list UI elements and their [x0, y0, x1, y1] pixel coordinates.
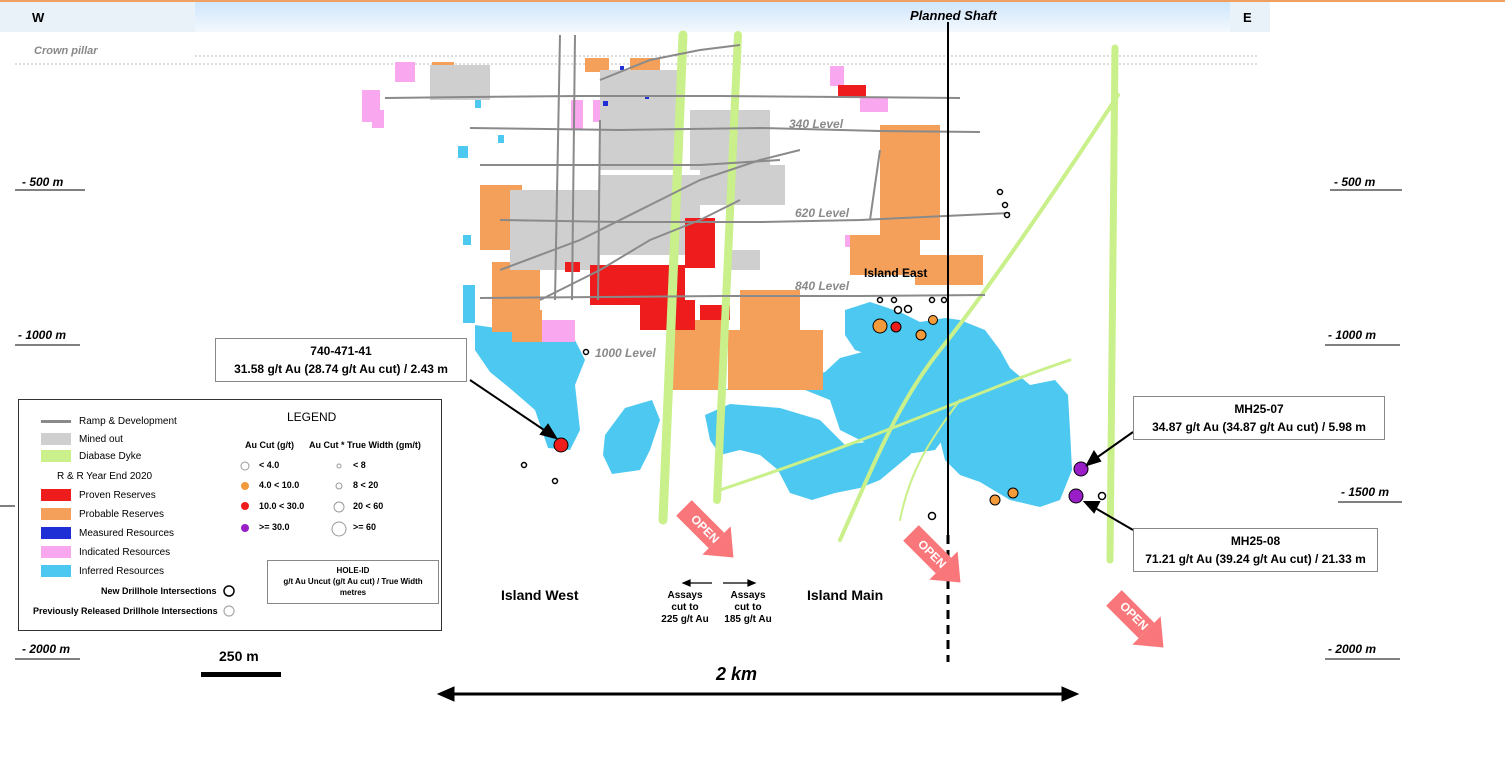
legend-mined: Mined out [41, 433, 123, 445]
depth-2000-left: - 2000 m [22, 642, 71, 656]
callout-result: 34.87 g/t Au (34.87 g/t Au cut) / 5.98 m [1152, 420, 1366, 434]
open-arrow-1 [676, 500, 734, 558]
open-arrow-2 [903, 525, 961, 583]
au-cut-title: Au Cut (g/t) [245, 440, 294, 450]
legend-inferred: Inferred Resources [41, 565, 164, 577]
indicated-swatch [41, 546, 71, 558]
level-340: 340 Level [789, 117, 844, 131]
depth-2000-right: - 2000 m [1328, 642, 1377, 656]
ramp-swatch [41, 420, 71, 423]
au-w4: >= 60 [353, 522, 377, 532]
depth-1000-left: - 1000 m [18, 328, 67, 342]
legend-prev-intersections: Previously Released Drillhole Intersecti… [33, 606, 218, 616]
diabase-dykes [658, 30, 1120, 564]
depth-1000-right: - 1000 m [1328, 328, 1377, 342]
callout-hole-id: MH25-07 [1234, 402, 1284, 416]
zone-island-main: Island Main [807, 587, 884, 603]
zone-island-west: Island West [501, 587, 579, 603]
crown-pillar-label: Crown pillar [34, 45, 98, 57]
depth-ticks [0, 189, 1402, 660]
au-g3: 10.0 < 30.0 [259, 501, 305, 511]
measured-resources [603, 66, 649, 106]
planned-shaft-label: Planned Shaft [910, 8, 997, 23]
au-w1: < 8 [353, 460, 366, 470]
callout-mh25-08: MH25-08 71.21 g/t Au (39.24 g/t Au cut) … [1133, 528, 1378, 572]
hole-id-box: HOLE-ID g/t Au Uncut (g/t Au cut) / True… [267, 560, 439, 604]
callout-mh25-07: MH25-07 34.87 g/t Au (34.87 g/t Au cut) … [1133, 396, 1385, 440]
legend-measured: Measured Resources [41, 527, 174, 539]
proven-swatch [41, 489, 71, 501]
callout-hole-id: MH25-08 [1230, 534, 1281, 548]
legend-ramp: Ramp & Development [41, 416, 177, 427]
depth-500-left: - 500 m [22, 175, 64, 189]
assay-note-left: Assays cut to 225 g/t Au [661, 590, 709, 625]
west-label: W [32, 10, 45, 25]
depth-500-right: - 500 m [1334, 175, 1376, 189]
legend-indicated: Indicated Resources [41, 546, 170, 558]
au-w2: 8 < 20 [353, 480, 379, 490]
sky-band [195, 2, 1270, 32]
scale-bar-label: 250 m [219, 648, 259, 664]
legend-rr-title: R & R Year End 2020 [57, 471, 153, 482]
callout-740-471-41: 740-471-41 31.58 g/t Au (28.74 g/t Au cu… [215, 338, 467, 382]
probable-swatch [41, 508, 71, 520]
mined-out [430, 65, 785, 304]
assay-note-right: Assays cut to 185 g/t Au [724, 590, 772, 625]
level-840: 840 Level [795, 279, 850, 293]
level-620: 620 Level [795, 206, 850, 220]
au-g1: < 4.0 [259, 460, 280, 470]
legend-proven: Proven Reserves [41, 489, 156, 501]
legend-new-intersections: New Drillhole Intersections [101, 586, 217, 596]
mined-swatch [41, 433, 71, 445]
callout-result: 71.21 g/t Au (39.24 g/t Au cut) / 21.33 … [1145, 552, 1366, 566]
scale-bar-250m [201, 672, 281, 677]
depth-1500-right: - 1500 m [1341, 485, 1390, 499]
callout-hole-id: 740-471-41 [310, 344, 372, 358]
scale-span-label: 2 km [716, 664, 758, 684]
header-band-left [0, 2, 195, 32]
legend-symbols [223, 461, 347, 617]
legend-dyke: Diabase Dyke [41, 450, 141, 462]
drillhole-intersections [520, 188, 1107, 521]
header-band-right [1230, 2, 1270, 32]
zone-island-east: Island East [864, 266, 928, 280]
ramp-development [384, 34, 1011, 301]
inferred-swatch [41, 565, 71, 577]
legend-title: LEGEND [287, 410, 337, 424]
east-label: E [1243, 10, 1252, 25]
au-width-title: Au Cut * True Width (gm/t) [309, 440, 421, 450]
au-w3: 20 < 60 [353, 501, 384, 511]
level-1000: 1000 Level [595, 346, 656, 360]
top-rule [0, 0, 1505, 2]
open-arrows [676, 500, 1164, 648]
legend-probable: Probable Reserves [41, 508, 164, 520]
assay-arrows [681, 579, 757, 587]
au-g2: 4.0 < 10.0 [259, 480, 300, 490]
measured-swatch [41, 527, 71, 539]
scale-arrow-2km [436, 686, 1080, 702]
open-arrow-3 [1106, 590, 1164, 648]
callout-result: 31.58 g/t Au (28.74 g/t Au cut) / 2.43 m [234, 362, 448, 376]
dyke-swatch [41, 450, 71, 462]
legend-box: LEGEND Ramp & Development Mined out Diab… [18, 399, 442, 631]
au-g4: >= 30.0 [259, 522, 290, 532]
